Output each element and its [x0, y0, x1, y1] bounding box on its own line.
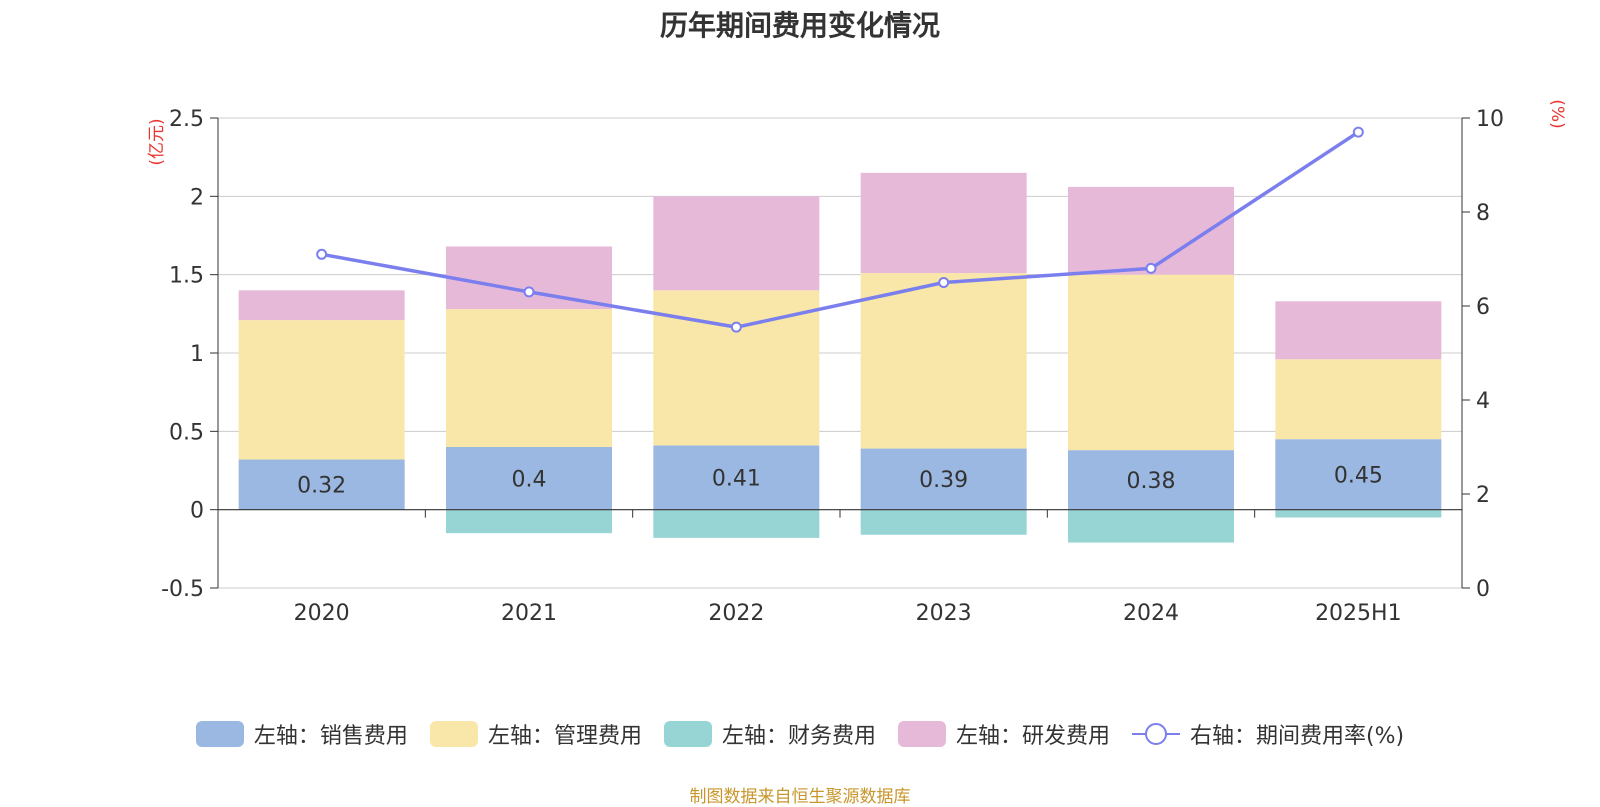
bar-rnd: [238, 290, 405, 321]
bar-finance: [1068, 509, 1234, 543]
legend: 左轴：销售费用 左轴：管理费用 左轴：财务费用 左轴：研发费用 右轴：期间费用率…: [0, 718, 1600, 750]
legend-item-admin[interactable]: 左轴：管理费用: [429, 718, 642, 750]
bar-finance: [860, 509, 1027, 535]
bar-admin: [1068, 274, 1234, 451]
left-axis-tick-label: 2.5: [169, 107, 204, 132]
bar-sales: [860, 448, 1027, 510]
right-axis-tick-label: 8: [1476, 201, 1490, 226]
legend-item-rnd[interactable]: 左轴：研发费用: [897, 718, 1110, 750]
legend-swatch-sales: [195, 721, 244, 747]
right-axis-tick-label: 6: [1476, 295, 1490, 320]
x-axis-tick-label: 2024: [1123, 601, 1179, 626]
legend-item-rate[interactable]: 右轴：期间费用率(%): [1131, 718, 1405, 750]
point-rate: [938, 277, 950, 288]
bar-finance: [446, 509, 612, 534]
bar-rnd: [653, 196, 820, 291]
data-label-sales: 0.45: [1334, 463, 1383, 488]
left-axis-tick-label: 0: [190, 499, 204, 524]
bar-finance: [1275, 509, 1442, 518]
legend-label-admin: 左轴：管理费用: [487, 724, 642, 749]
right-axis-tick-label: 4: [1476, 389, 1490, 414]
legend-swatch-rnd: [897, 721, 946, 747]
bar-sales: [653, 445, 820, 510]
bar-rnd: [1275, 301, 1442, 360]
data-source-note: 制图数据来自恒生聚源数据库: [689, 787, 911, 807]
legend-swatch-rate: [1131, 721, 1180, 747]
bar-sales: [446, 447, 612, 510]
left-axis-tick-label: -0.5: [161, 577, 204, 602]
bar-finance: [653, 509, 820, 538]
bar-rnd: [860, 172, 1027, 274]
bar-sales: [1068, 450, 1234, 510]
legend-label-sales: 左轴：销售费用: [253, 724, 408, 749]
bar-admin: [238, 320, 405, 460]
bar-admin: [860, 273, 1027, 449]
left-axis-tick-label: 0.5: [169, 420, 204, 445]
line-rate: [321, 130, 1360, 329]
point-rate: [730, 321, 742, 333]
left-axis-tick-label: 1.5: [169, 264, 204, 289]
legend-swatch-finance: [663, 721, 712, 747]
x-axis-tick-label: 2021: [501, 601, 557, 626]
right-axis-tick-label: 10: [1476, 107, 1504, 132]
point-rate: [1352, 126, 1364, 138]
left-axis-tick-label: 2: [190, 185, 204, 210]
legend-label-rnd: 左轴：研发费用: [955, 724, 1110, 749]
right-axis-tick-label: 2: [1476, 483, 1490, 508]
x-axis-tick-label: 2023: [916, 601, 972, 626]
left-axis-unit: (亿元): [147, 118, 167, 165]
x-axis-tick-label: 2020: [294, 601, 350, 626]
right-axis-unit: (%): [1547, 99, 1567, 128]
legend-item-sales[interactable]: 左轴：销售费用: [195, 718, 408, 750]
bar-rnd: [446, 246, 612, 310]
data-label-sales: 0.4: [512, 467, 547, 492]
data-label-sales: 0.41: [712, 467, 761, 492]
bar-admin: [1275, 359, 1442, 440]
left-axis-tick-label: 1: [190, 342, 204, 367]
bar-sales: [1275, 439, 1442, 510]
legend-label-finance: 左轴：财务费用: [721, 724, 876, 749]
bar-admin: [446, 309, 612, 447]
data-label-sales: 0.32: [297, 474, 346, 499]
point-rate: [1145, 262, 1157, 274]
bar-sales: [238, 459, 405, 510]
right-axis-tick-label: 0: [1476, 577, 1490, 602]
legend-swatch-admin: [429, 721, 478, 747]
legend-label-rate: 右轴：期间费用率(%): [1189, 724, 1405, 749]
x-axis-tick-label: 2025H1: [1315, 601, 1402, 626]
chart-title: 历年期间费用变化情况: [659, 9, 940, 42]
data-label-sales: 0.39: [919, 468, 968, 493]
point-rate: [523, 286, 535, 298]
point-rate: [316, 248, 328, 260]
data-label-sales: 0.38: [1127, 469, 1176, 494]
x-axis-tick-label: 2022: [708, 601, 764, 626]
legend-item-finance[interactable]: 左轴：财务费用: [663, 718, 876, 750]
